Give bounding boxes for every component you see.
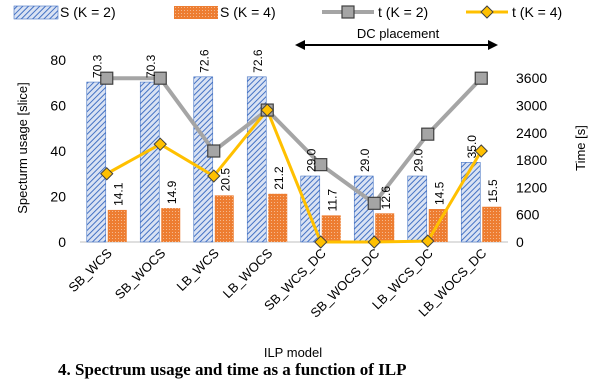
legend-item: S (K = 4) [174,4,276,20]
bar-s-k4 [268,193,288,242]
data-label-s-k4: 14.5 [432,181,446,205]
legend-marker-t-k2 [341,5,355,19]
data-label-s-k2: 35.0 [465,135,479,159]
y2-tick-label: 3600 [516,70,547,86]
line-t-k4 [106,108,483,244]
y-tick-label: 40 [50,143,66,159]
line-t-k2 [106,76,483,206]
marker-t-k2 [421,127,435,141]
y2-tick-label: 1200 [516,179,547,195]
legend-swatch-s-k2 [13,5,59,20]
bar-s-k4 [161,208,181,242]
y2-axis-label: Time [s] [573,125,588,171]
y2-tick-label: 3000 [516,98,547,114]
data-label-s-k4: 21.2 [272,166,286,190]
bar-s-k2 [407,175,428,243]
marker-t-k4 [421,234,435,248]
y2-tick-label: 2400 [516,125,547,141]
dc-placement-label: DC placement [357,26,440,41]
data-label-s-k4: 15.5 [486,179,500,203]
bar-s-k4 [214,195,234,242]
data-label-s-k2: 70.3 [144,54,158,78]
data-label-s-k2: 29.0 [304,148,318,172]
legend-label: t (K = 4) [512,4,562,20]
legend-item: t (K = 2) [322,4,428,20]
marker-t-k4 [100,167,114,181]
marker-t-k2 [100,71,114,85]
bar-s-k4 [482,206,502,242]
legend-label: S (K = 4) [220,4,276,20]
data-label-s-k4: 20.5 [218,168,232,192]
figure-caption: 4. Spectrum usage and time as a function… [0,360,601,383]
data-label-s-k2: 72.6 [197,49,211,73]
data-label-s-k4: 11.7 [325,189,339,212]
legend-label: t (K = 2) [378,4,428,20]
y-axis-label: Specturm usage [slice] [15,82,30,214]
data-label-s-k2: 29.0 [411,148,425,172]
x-tick-label: SB_WOCS [112,245,169,302]
data-label-s-k4: 12.6 [379,186,393,210]
marker-t-k2 [153,71,167,85]
marker-t-k2 [207,144,221,158]
y2-tick-label: 0 [516,234,524,250]
data-label-s-k4: 14.9 [165,180,179,204]
marker-t-k4 [207,169,221,183]
y2-tick-label: 600 [516,207,540,223]
bar-s-k2 [460,162,481,243]
legend-label: S (K = 2) [60,4,116,20]
bar-s-k2 [139,81,160,243]
marker-t-k4 [153,137,167,151]
legend-swatch-s-k4 [174,6,218,19]
data-label-s-k2: 29.0 [358,148,372,172]
bar-s-k2 [193,76,214,243]
legend-item: t (K = 4) [466,4,562,20]
legend-marker-t-k4 [480,5,494,19]
bar-s-k2 [246,76,267,243]
marker-t-k4 [367,235,381,249]
y2-tick-label: 1800 [516,152,547,168]
marker-t-k2 [367,196,381,210]
bar-s-k4 [375,213,395,242]
x-tick-label: SB_WCS [65,245,115,295]
dc-placement-annotation: DC placement [295,26,498,50]
y-tick-label: 20 [50,189,66,205]
marker-t-k4 [260,103,274,117]
data-label-s-k4: 14.1 [111,182,125,206]
x-tick-label: LB_WOCS [220,245,276,301]
x-tick-label: LB_WCS [173,245,222,294]
figure-caption-text: 4. Spectrum usage and time as a function… [58,360,407,379]
marker-t-k2 [474,71,488,85]
chart: S (K = 2) S (K = 4) t (K = 2) t (K = 4) 70.… [13,4,588,360]
y-tick-label: 60 [50,98,66,114]
marker-t-k4 [314,235,328,249]
legend-item: S (K = 2) [13,4,116,20]
data-label-s-k2: 70.3 [90,54,104,78]
y-tick-label: 0 [58,234,66,250]
legend: S (K = 2) S (K = 4) t (K = 2) t (K = 4) [13,4,562,20]
dc-placement-arrow-head-right [488,40,498,50]
data-label-s-k2: 72.6 [251,49,265,73]
y-tick-label: 80 [50,52,66,68]
bar-s-k2 [86,81,107,243]
marker-t-k4 [474,144,488,158]
bar-s-k4 [107,209,127,242]
bar-s-k4 [321,215,341,242]
x-axis-label: ILP model [264,345,322,360]
marker-t-k2 [314,158,328,172]
dc-placement-arrow-head-left [295,40,305,50]
